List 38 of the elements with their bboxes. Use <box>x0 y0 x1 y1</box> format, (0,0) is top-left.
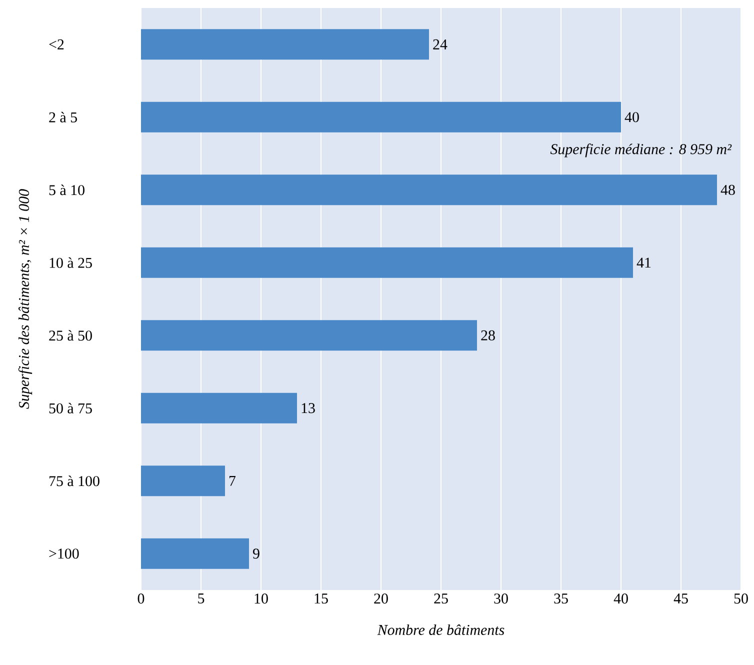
data-label: 24 <box>433 39 448 50</box>
x-tick-label: 25 <box>434 594 448 604</box>
bar <box>141 466 225 496</box>
data-label: 9 <box>253 548 260 559</box>
data-label: 13 <box>302 403 315 414</box>
bar <box>141 174 718 206</box>
x-tick-label: 30 <box>494 594 508 604</box>
y-tick-label: 10 à 25 <box>50 257 92 268</box>
bar <box>141 247 634 278</box>
y-axis-title: Superficie des bâtiments, m² × 1 000 <box>18 189 32 409</box>
data-label: 7 <box>230 476 236 486</box>
bar <box>141 538 249 569</box>
y-tick-label: 5 à 10 <box>49 184 84 196</box>
bar <box>141 29 430 60</box>
x-tick-label: 20 <box>374 594 388 604</box>
y-tick-label: 2 à 5 <box>49 112 77 122</box>
x-tick-label: 35 <box>554 594 568 604</box>
bar <box>141 320 478 351</box>
y-tick-label: 25 à 50 <box>49 330 92 341</box>
data-label: 41 <box>636 258 651 268</box>
x-tick-label: 10 <box>254 594 268 604</box>
bar <box>141 392 297 424</box>
data-label: 48 <box>720 184 735 195</box>
bar <box>141 102 622 132</box>
x-tick-label: 5 <box>198 594 204 604</box>
data-label: 28 <box>481 330 495 340</box>
annotation: Superficie médiane : 8 959 m² <box>550 144 732 158</box>
x-tick-label: 0 <box>138 594 144 604</box>
x-tick-label: 45 <box>674 594 688 604</box>
data-label: 40 <box>624 112 639 122</box>
y-tick-label: 50 à 75 <box>49 402 92 414</box>
y-tick-label: 75 à 100 <box>50 476 100 486</box>
y-tick-label: >100 <box>49 548 79 559</box>
y-tick-label: <2 <box>49 39 64 50</box>
x-axis-title: Nombre de bâtiments <box>377 624 504 635</box>
x-tick-label: 50 <box>734 594 748 604</box>
x-tick-label: 40 <box>614 594 628 604</box>
x-tick-label: 15 <box>314 594 328 604</box>
